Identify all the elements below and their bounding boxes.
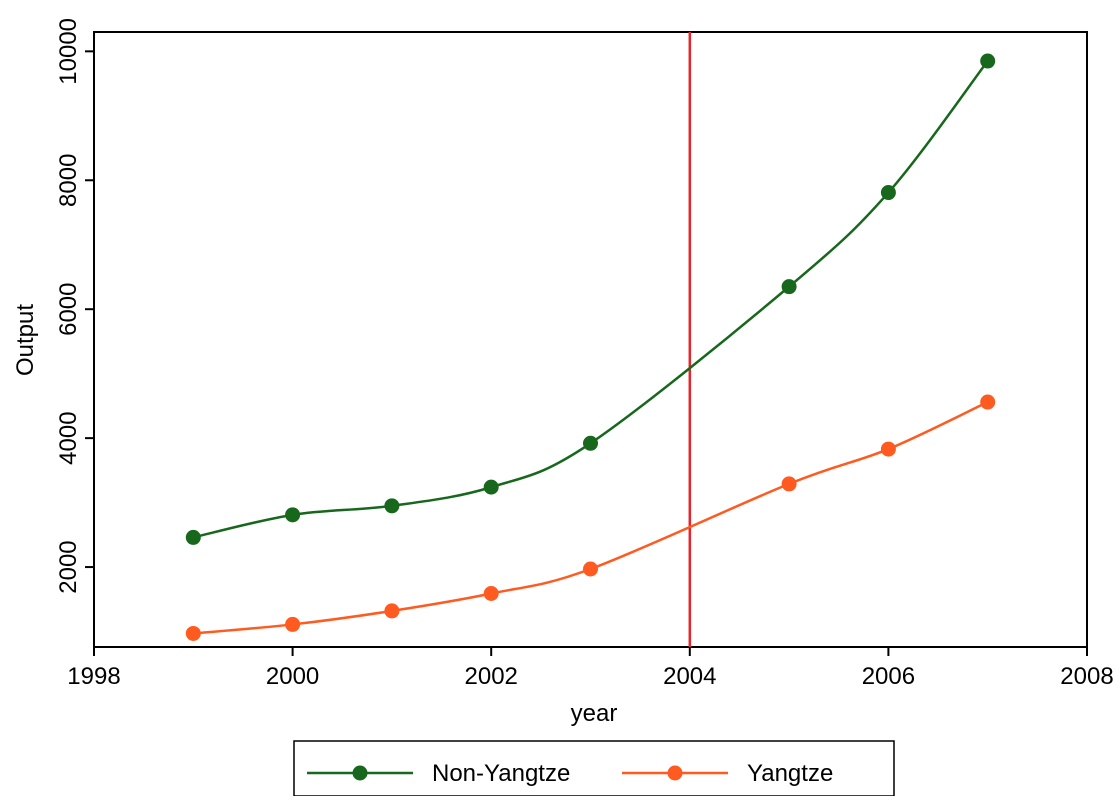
data-point-non-yangtze-2006	[880, 185, 896, 201]
plot-frame	[93, 31, 1088, 648]
data-point-non-yangtze-2005	[781, 279, 797, 295]
series-line-non-yangtze	[193, 60, 989, 539]
data-point-non-yangtze-2002	[483, 479, 499, 495]
legend-label-non-yangtze: Non-Yangtze	[432, 760, 570, 787]
y-tick-label: 4000	[55, 411, 82, 464]
x-tick-label: 2000	[266, 663, 319, 690]
y-tick-label: 10000	[55, 18, 82, 85]
y-tick-label: 2000	[55, 540, 82, 593]
legend-box	[293, 740, 895, 797]
y-axis-title: Output	[12, 304, 39, 376]
y-axis: 2000 4000 6000 8000 10000	[55, 18, 94, 594]
legend-label-yangtze: Yangtze	[747, 760, 833, 787]
data-point-non-yangtze-2001	[384, 498, 400, 514]
x-tick-label: 2002	[465, 663, 518, 690]
data-point-yangtze-2000	[285, 616, 301, 632]
data-point-non-yangtze-2003	[583, 435, 598, 451]
x-tick-label: 2004	[663, 663, 716, 690]
x-tick-label: 2006	[862, 663, 915, 690]
data-point-yangtze-2006	[880, 441, 896, 457]
y-tick-label: 6000	[55, 283, 82, 336]
x-tick-label: 2008	[1060, 663, 1113, 690]
y-tick-label: 8000	[55, 154, 82, 207]
data-point-yangtze-2002	[483, 585, 499, 601]
x-tick-label: 1998	[67, 663, 120, 690]
legend: Non-Yangtze Yangtze	[293, 740, 895, 797]
x-axis-title: year	[571, 700, 618, 727]
series-layer	[185, 53, 996, 641]
data-point-yangtze-2005	[781, 476, 797, 492]
legend-marker-non-yangtze	[352, 765, 368, 781]
legend-marker-yangtze	[667, 765, 683, 781]
data-point-yangtze-2001	[384, 603, 400, 619]
x-axis: 1998 2000 2002 2004 2006 2008	[67, 647, 1114, 690]
data-point-non-yangtze-2000	[285, 507, 301, 523]
data-point-yangtze-2003	[583, 561, 598, 577]
data-point-yangtze-2007	[980, 394, 996, 410]
data-point-non-yangtze-2007	[980, 53, 996, 69]
data-point-non-yangtze-1999	[185, 529, 201, 545]
data-point-yangtze-1999	[185, 625, 201, 641]
series-line-yangtze	[193, 400, 989, 635]
